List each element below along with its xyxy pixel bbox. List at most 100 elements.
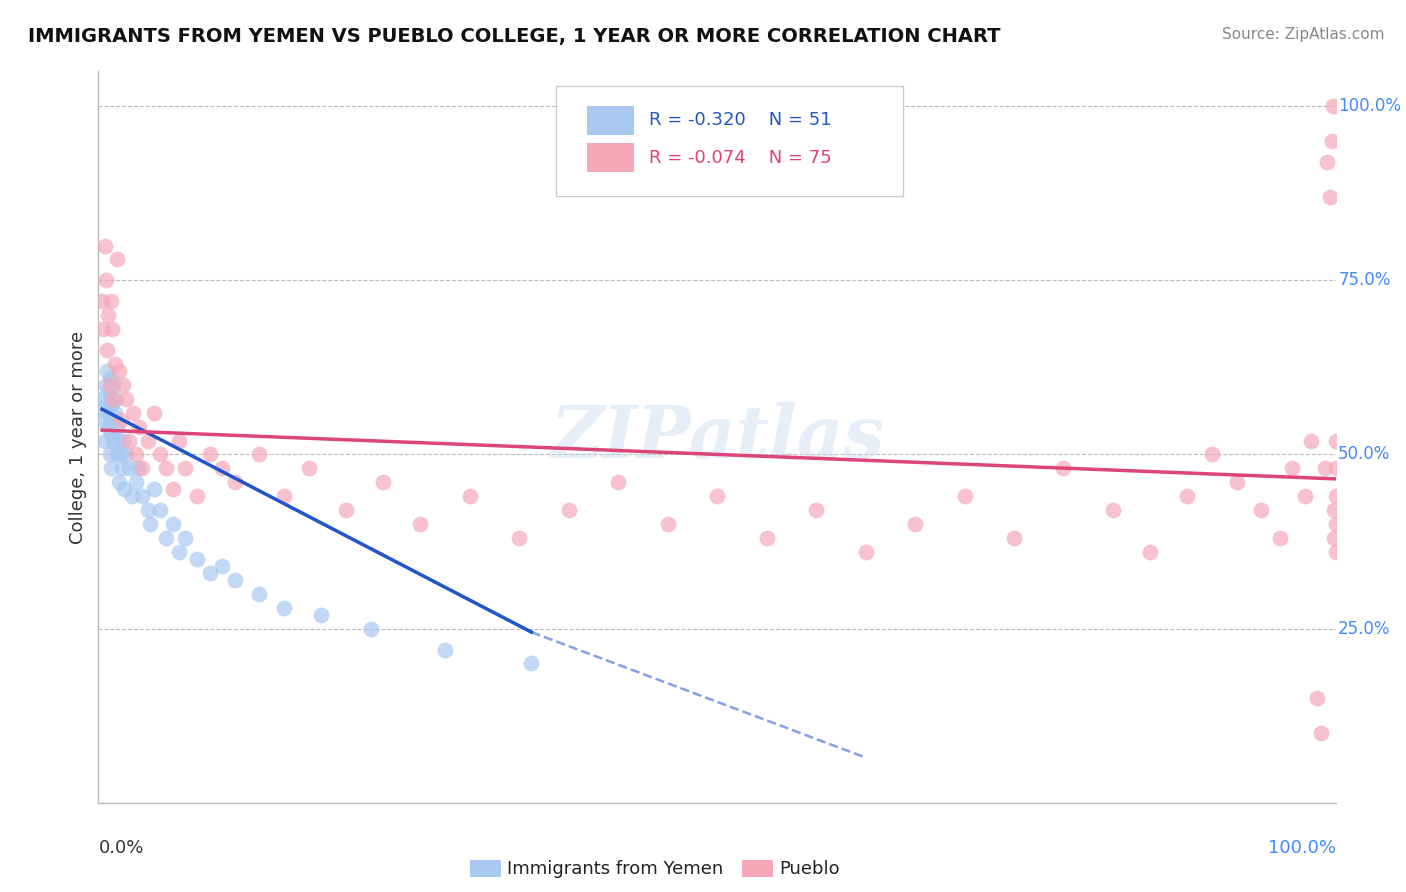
Point (1323, 503, 1346, 517)
Point (110, 448, 132, 462)
Point (1319, 190, 1341, 204)
Point (103, 434, 125, 448)
Point (105, 448, 128, 462)
FancyBboxPatch shape (557, 86, 903, 195)
Point (111, 461, 134, 475)
Point (136, 503, 159, 517)
Point (96, 406, 118, 420)
Point (93, 322, 115, 336)
Point (273, 489, 295, 503)
Point (1299, 434, 1322, 448)
Point (953, 489, 976, 503)
FancyBboxPatch shape (742, 860, 773, 878)
Point (211, 558, 233, 573)
Point (93, 238, 115, 252)
Point (755, 531, 778, 545)
Text: 100.0%: 100.0% (1268, 839, 1336, 857)
Point (174, 531, 197, 545)
Point (112, 483, 135, 497)
Text: R = -0.320    N = 51: R = -0.320 N = 51 (650, 112, 831, 129)
Point (335, 503, 357, 517)
FancyBboxPatch shape (470, 860, 501, 878)
Point (103, 392, 125, 406)
Point (139, 517, 162, 532)
Point (1323, 531, 1346, 545)
Text: Immigrants from Yemen: Immigrants from Yemen (506, 860, 723, 878)
Point (804, 503, 827, 517)
Point (98, 448, 121, 462)
Point (122, 406, 145, 420)
Point (224, 573, 246, 587)
Point (124, 475, 146, 490)
Point (98, 377, 121, 392)
Point (155, 531, 177, 545)
Point (247, 448, 270, 462)
Point (1309, 726, 1331, 740)
Point (1002, 531, 1025, 545)
Point (100, 399, 122, 413)
Point (110, 412, 132, 426)
Point (105, 252, 128, 267)
Point (360, 622, 382, 636)
Point (131, 489, 153, 503)
Point (174, 461, 197, 475)
Point (94, 273, 117, 287)
Point (100, 461, 122, 475)
Point (104, 392, 127, 406)
Point (607, 475, 630, 490)
Point (298, 461, 321, 475)
Point (1324, 489, 1347, 503)
Point (1324, 517, 1347, 532)
Point (97, 419, 120, 434)
Point (186, 489, 208, 503)
Point (186, 552, 208, 566)
Point (1313, 461, 1336, 475)
FancyBboxPatch shape (588, 106, 634, 135)
Point (247, 587, 270, 601)
Point (128, 419, 150, 434)
Point (103, 377, 125, 392)
Point (136, 434, 159, 448)
Point (1322, 99, 1344, 113)
Point (112, 434, 135, 448)
Point (1139, 545, 1161, 559)
Point (1226, 475, 1249, 490)
Point (121, 489, 143, 503)
Point (100, 294, 122, 309)
Point (167, 545, 190, 559)
Point (97, 384, 120, 399)
Point (162, 483, 184, 497)
Point (1324, 545, 1347, 559)
Point (96, 364, 118, 378)
Point (1324, 434, 1347, 448)
Point (198, 448, 221, 462)
Point (93, 392, 115, 406)
Point (1268, 531, 1291, 545)
Point (114, 392, 136, 406)
Point (1175, 489, 1198, 503)
Point (706, 489, 728, 503)
Text: Pueblo: Pueblo (779, 860, 839, 878)
Text: 75.0%: 75.0% (1339, 271, 1391, 289)
Point (1306, 691, 1329, 706)
Text: ZIPatlas: ZIPatlas (550, 401, 884, 473)
Point (458, 489, 481, 503)
Point (1320, 134, 1343, 148)
Point (155, 461, 177, 475)
Point (1294, 489, 1316, 503)
Point (904, 517, 927, 532)
Point (124, 448, 146, 462)
Point (520, 657, 543, 671)
Point (1102, 503, 1125, 517)
Point (97, 308, 120, 322)
Point (103, 406, 125, 420)
Point (1316, 155, 1339, 169)
Point (149, 503, 172, 517)
Point (118, 434, 141, 448)
Point (131, 461, 153, 475)
Point (167, 434, 190, 448)
Y-axis label: College, 1 year or more: College, 1 year or more (69, 331, 87, 543)
Text: 0.0%: 0.0% (98, 839, 143, 857)
Point (105, 419, 128, 434)
Point (101, 412, 124, 426)
